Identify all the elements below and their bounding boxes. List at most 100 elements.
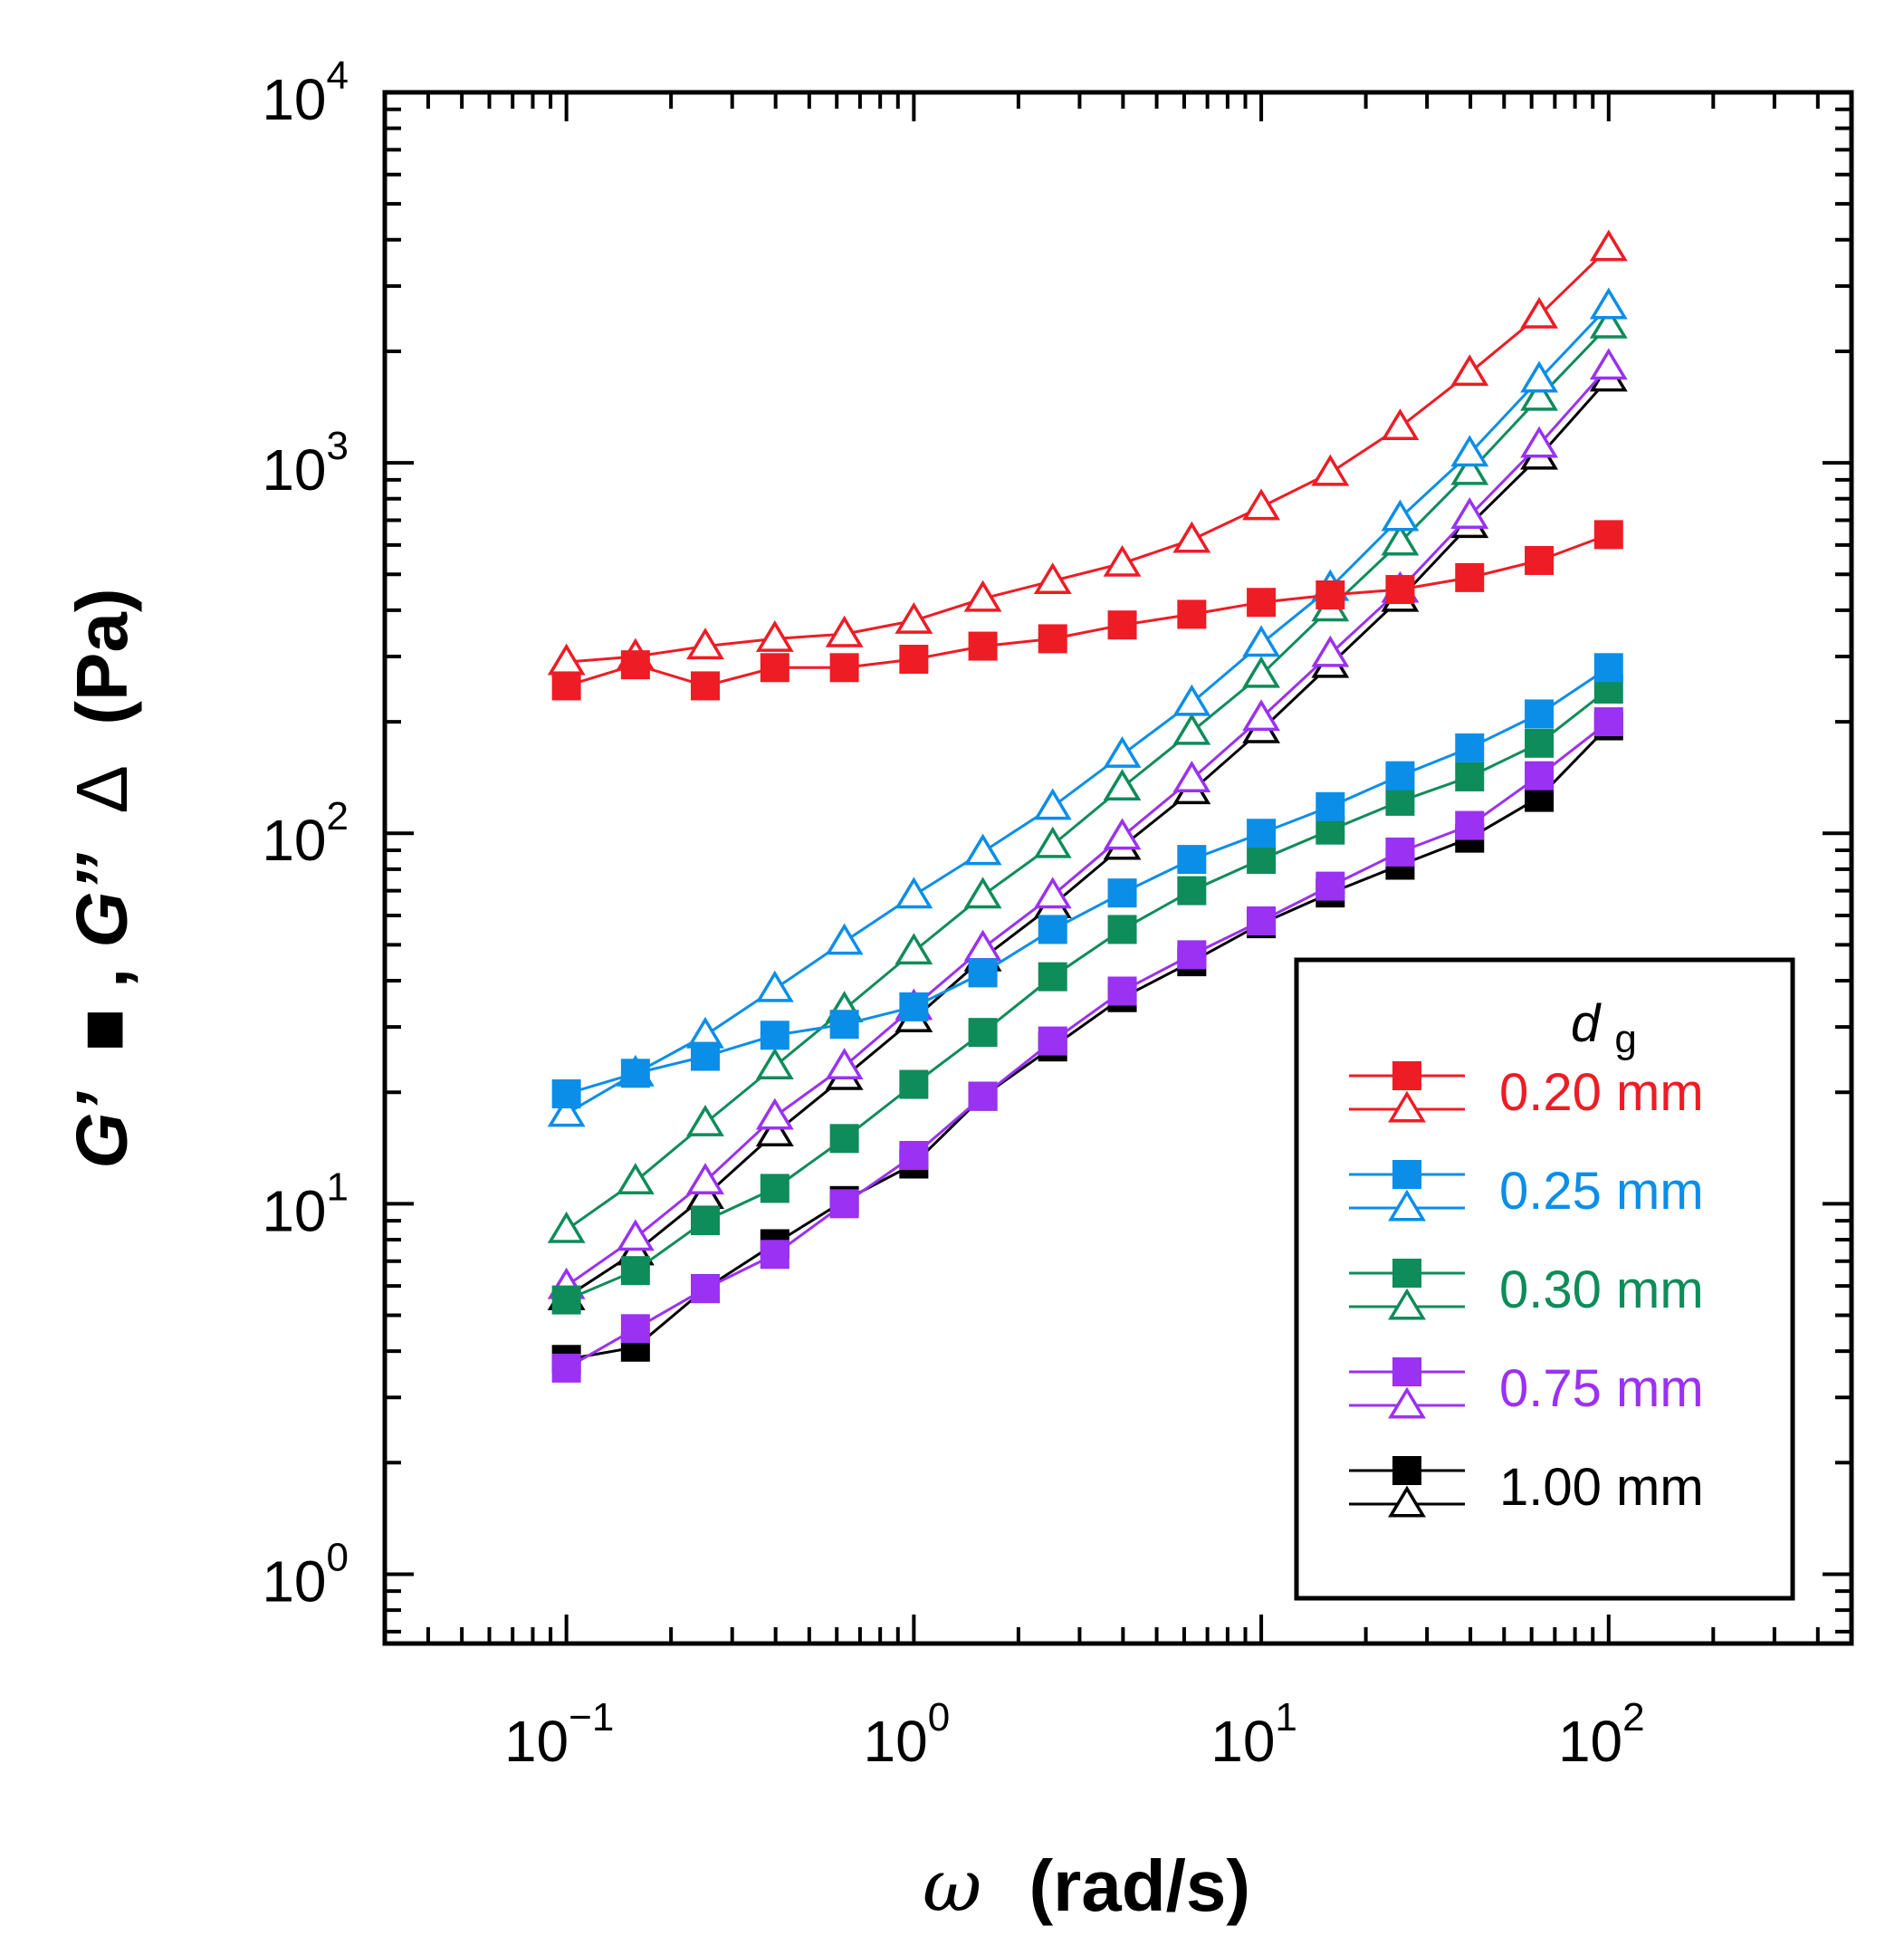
- point-gpp-0-75-mm: [825, 1048, 864, 1080]
- point-gpp-0-75-mm: [1311, 635, 1350, 667]
- point-gp-0-20-mm: [829, 653, 859, 683]
- legend-triangle-icon: [1388, 1386, 1426, 1419]
- legend-entry-1-00-mm: 1.00 mm: [1349, 1456, 1704, 1518]
- point-gp-0-30-mm: [1177, 876, 1207, 906]
- x-tick-label: 10−1: [504, 1695, 614, 1774]
- point-gp-0-20-mm: [899, 645, 929, 675]
- point-gp-0-30-mm: [1525, 728, 1555, 758]
- y-tick-label: 104: [262, 53, 349, 132]
- point-gp-0-20-mm: [1038, 624, 1067, 654]
- point-gp-0-25-mm: [1316, 791, 1345, 821]
- legend-box: [1294, 957, 1795, 1601]
- point-gp-0-30-mm: [829, 1124, 859, 1154]
- point-gp-0-20-mm: [551, 671, 581, 701]
- point-gp-0-30-mm: [1247, 845, 1277, 875]
- point-gp-0-75-mm: [1593, 707, 1623, 737]
- point-gpp-0-30-mm: [963, 877, 1002, 909]
- point-gpp-0-20-mm: [825, 615, 864, 647]
- point-gpp-0-75-mm: [1033, 877, 1072, 909]
- point-gpp-0-75-mm: [755, 1097, 794, 1130]
- point-gp-0-20-mm: [1247, 588, 1277, 618]
- point-gp-0-75-mm: [1455, 810, 1485, 840]
- point-gpp-0-20-mm: [755, 620, 794, 652]
- point-gpp-0-20-mm: [963, 580, 1002, 612]
- point-gpp-0-30-mm: [686, 1104, 724, 1136]
- point-gpp-0-20-mm: [895, 601, 933, 634]
- y-axis-title-g2: G’’: [62, 852, 142, 947]
- point-gp-0-75-mm: [691, 1274, 721, 1304]
- point-gpp-0-30-mm: [1103, 769, 1142, 801]
- point-gp-0-30-mm: [968, 1018, 998, 1048]
- axes: 10−1 100 101 102 100 101 102 103 104: [262, 53, 1854, 1774]
- point-gp-0-25-mm: [1247, 819, 1277, 848]
- point-gp-0-25-mm: [1107, 878, 1137, 908]
- legend-triangle-icon: [1388, 1189, 1426, 1222]
- y-tick-label: 103: [262, 424, 349, 503]
- y-axis-title-unit: (Pa): [62, 588, 142, 724]
- legend-entry-0-20-mm: 0.20 mm: [1349, 1061, 1704, 1123]
- point-gpp-0-30-mm: [616, 1163, 655, 1195]
- point-gpp-0-30-mm: [1450, 453, 1489, 485]
- point-gp-0-25-mm: [829, 1010, 859, 1040]
- point-gpp-1-00-mm: [755, 1115, 794, 1146]
- point-gp-0-30-mm: [1385, 786, 1415, 816]
- x-axis-title: ω (rad/s): [923, 1844, 1250, 1928]
- point-gpp-0-20-mm: [1381, 408, 1420, 440]
- point-gpp-0-30-mm: [1589, 306, 1628, 339]
- legend-label: 0.20 mm: [1499, 1063, 1704, 1122]
- series-line-gpp-0-20-mm: [566, 246, 1610, 664]
- point-gpp-0-25-mm: [1033, 788, 1072, 820]
- point-gp-0-20-mm: [968, 631, 998, 661]
- point-gp-0-30-mm: [551, 1285, 581, 1315]
- legend-label: 1.00 mm: [1499, 1458, 1704, 1517]
- series-line-gpp-0-25-mm: [565, 304, 1610, 1116]
- point-gpp-0-75-mm: [1450, 497, 1489, 529]
- point-gpp-0-25-mm: [755, 970, 794, 1002]
- point-gp-0-20-mm: [1385, 575, 1415, 605]
- point-gpp-0-75-mm: [1520, 426, 1559, 458]
- point-gpp-0-75-mm: [686, 1163, 724, 1195]
- point-gp-0-75-mm: [1385, 837, 1415, 867]
- point-gp-0-30-mm: [620, 1256, 650, 1286]
- point-gp-0-75-mm: [1247, 906, 1277, 936]
- point-gp-0-30-mm: [760, 1174, 789, 1203]
- legend-square-icon: [1392, 1357, 1421, 1386]
- point-gp-0-30-mm: [691, 1206, 721, 1236]
- point-gp-0-20-mm: [1593, 520, 1623, 550]
- legend-label: 0.25 mm: [1499, 1162, 1704, 1221]
- plot-area: [547, 229, 1628, 1383]
- legend-entry-0-25-mm: 0.25 mm: [1349, 1160, 1704, 1222]
- point-gpp-0-30-mm: [1381, 523, 1420, 556]
- point-gp-0-75-mm: [1177, 940, 1207, 970]
- point-gpp-0-75-mm: [963, 929, 1002, 962]
- legend-square-icon: [1392, 1456, 1421, 1485]
- series-line-gpp-0-30-mm: [565, 324, 1610, 1232]
- point-gp-0-75-mm: [1316, 871, 1345, 901]
- x-axis-title-omega: ω: [923, 1844, 981, 1928]
- point-gpp-0-25-mm: [1589, 287, 1628, 320]
- x-tick-label: 101: [1210, 1695, 1297, 1774]
- legend-entry-0-75-mm: 0.75 mm: [1349, 1357, 1704, 1419]
- point-gp-0-75-mm: [551, 1353, 581, 1383]
- point-gp-0-25-mm: [1525, 699, 1555, 729]
- point-gpp-0-30-mm: [1033, 826, 1072, 858]
- point-gp-0-25-mm: [1385, 761, 1415, 791]
- point-gpp-0-75-mm: [1589, 348, 1628, 380]
- point-gp-0-30-mm: [1107, 915, 1137, 944]
- point-gpp-0-20-mm: [1242, 488, 1281, 521]
- legend-triangle-icon: [1388, 1288, 1426, 1320]
- point-gpp-0-25-mm: [963, 833, 1002, 866]
- legend-entry-0-30-mm: 0.30 mm: [1349, 1259, 1704, 1320]
- point-gp-0-30-mm: [1455, 762, 1485, 791]
- series-line-gpp-1-00-mm: [565, 377, 1610, 1299]
- point-gp-0-25-mm: [1177, 845, 1207, 875]
- legend-square-icon: [1392, 1259, 1421, 1288]
- point-gp-0-25-mm: [691, 1041, 721, 1071]
- series-line-gpp-0-75-mm: [565, 365, 1610, 1288]
- series-line-gp-0-20-mm: [566, 532, 1610, 687]
- point-gp-0-20-mm: [1316, 580, 1345, 609]
- legend-title: d g: [1571, 994, 1637, 1061]
- point-gp-0-75-mm: [1525, 761, 1555, 791]
- y-axis-title: G’ ■ , G’’ Δ (Pa): [62, 588, 142, 1168]
- point-gpp-0-20-mm: [1520, 296, 1559, 329]
